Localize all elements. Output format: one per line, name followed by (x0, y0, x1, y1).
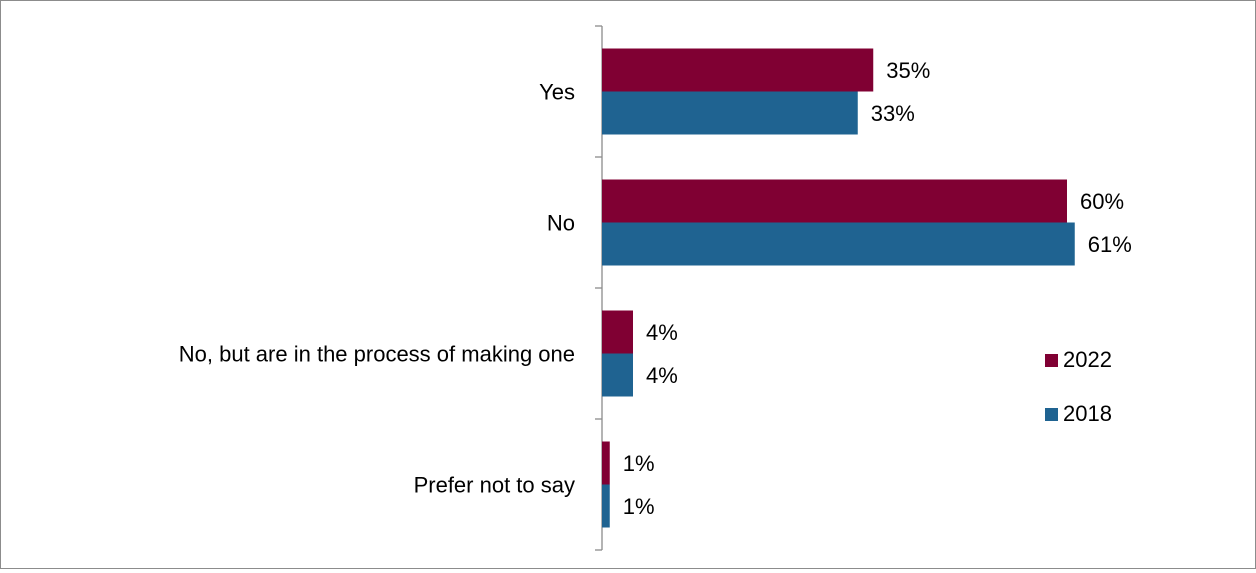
bar-2018-no-but-are-in-the-process-of-making-one (602, 353, 633, 397)
bar-2022-no-but-are-in-the-process-of-making-one (602, 310, 633, 354)
data-label-2018-no-but-are-in-the-process-of-making-one: 4% (646, 363, 678, 388)
legend-label-2018: 2018 (1063, 401, 1112, 426)
data-label-2022-no-but-are-in-the-process-of-making-one: 4% (646, 320, 678, 345)
legend-swatch-2022 (1045, 354, 1058, 367)
bar-2022-prefer-not-to-say (602, 441, 610, 485)
legend-label-2022: 2022 (1063, 347, 1112, 372)
axis-layer (595, 25, 603, 551)
data-label-2022-prefer-not-to-say: 1% (623, 451, 655, 476)
data-label-2022-no: 60% (1080, 189, 1124, 214)
data-label-2022-yes: 35% (886, 58, 930, 83)
labels-layer: Yes 35% 33% No 60% 61% No, but are in the proc… (179, 58, 1132, 519)
category-label-yes: Yes (539, 80, 575, 105)
bars-layer (602, 48, 1075, 528)
bar-2018-prefer-not-to-say (602, 484, 610, 528)
category-label-no: No (547, 211, 575, 236)
bar-2022-no (602, 179, 1067, 223)
category-label-no-but-are-in-the-process-of-making-one: No, but are in the process of making one (179, 342, 575, 367)
data-label-2018-prefer-not-to-say: 1% (623, 494, 655, 519)
legend: 2022 2018 (1045, 347, 1112, 426)
bar-2018-yes (602, 91, 858, 135)
bar-2022-yes (602, 48, 874, 92)
legend-swatch-2018 (1045, 408, 1058, 421)
data-label-2018-no: 61% (1088, 232, 1132, 257)
bar-2018-no (602, 222, 1075, 266)
category-label-prefer-not-to-say: Prefer not to say (414, 473, 575, 498)
data-label-2018-yes: 33% (871, 101, 915, 126)
